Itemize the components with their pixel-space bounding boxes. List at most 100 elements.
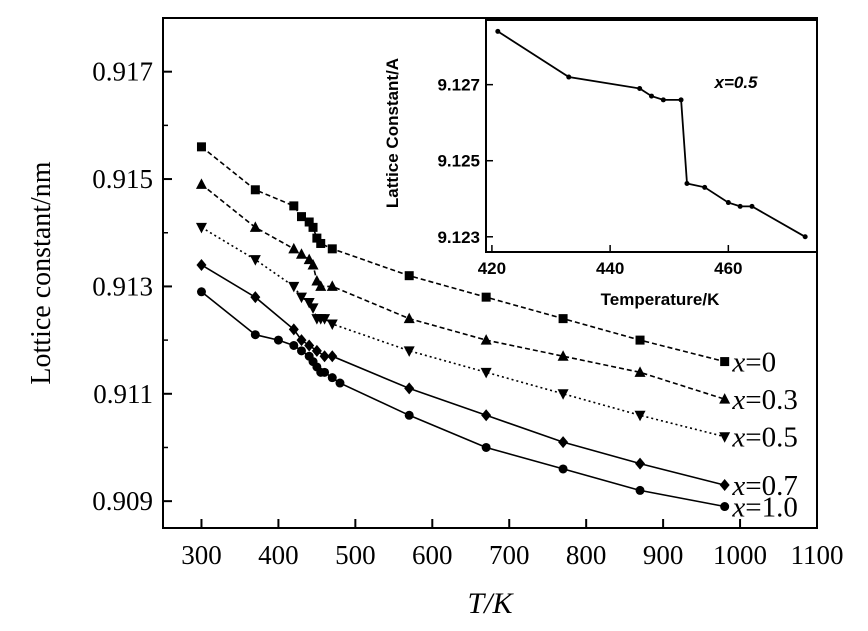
- data-point: [316, 238, 326, 248]
- data-point: [634, 366, 646, 377]
- inset-y-tick-label: 9.125: [437, 152, 480, 171]
- x-tick-label: 800: [566, 540, 607, 570]
- data-point: [326, 280, 338, 291]
- y-tick-label: 0.917: [92, 57, 153, 87]
- inset-data-point: [802, 234, 808, 240]
- data-point: [557, 350, 569, 361]
- data-point: [288, 323, 299, 336]
- data-point: [335, 378, 345, 388]
- x-tick-label: 500: [335, 540, 376, 570]
- x-tick-label: 300: [181, 540, 222, 570]
- data-point: [288, 281, 300, 293]
- data-point: [404, 271, 414, 281]
- inset-data-point: [725, 200, 731, 206]
- x-tick-label: 400: [258, 540, 299, 570]
- data-point: [295, 292, 307, 304]
- data-point: [720, 502, 730, 512]
- data-point: [320, 367, 330, 377]
- inset-chart: 420 440 460 9.123 9.125 9.127 Lattice Constan…: [383, 19, 818, 309]
- y-tick-label: 0.915: [92, 164, 153, 194]
- y-axis-label: Lottice constant/nm: [26, 161, 57, 384]
- inset-data-point: [660, 97, 666, 103]
- inset-data-point: [702, 184, 708, 190]
- y-tick-label: 0.909: [92, 486, 153, 516]
- data-point: [635, 335, 645, 345]
- inset-data-point: [649, 93, 654, 99]
- inset-data-point: [566, 74, 572, 80]
- inset-y-tick-label: 9.127: [437, 76, 480, 95]
- data-point: [558, 314, 568, 324]
- x-tick-label: 600: [412, 540, 453, 570]
- x-axis-label: T/K: [467, 587, 514, 620]
- inset-x-tick-label: 460: [714, 259, 742, 278]
- data-point: [273, 335, 283, 345]
- data-point: [404, 382, 415, 395]
- data-point: [558, 464, 568, 474]
- data-point: [634, 410, 646, 422]
- data-point: [481, 292, 491, 302]
- x-tick-label: 1100: [791, 540, 844, 570]
- data-point: [720, 357, 730, 367]
- data-point: [311, 344, 322, 357]
- data-point: [480, 367, 492, 379]
- data-point: [327, 244, 337, 254]
- inset-data-point: [495, 28, 501, 34]
- data-point: [319, 350, 330, 363]
- data-point: [480, 334, 492, 345]
- data-point: [195, 222, 207, 234]
- series-x=0.7: [196, 258, 730, 492]
- data-point: [289, 340, 299, 350]
- data-point: [403, 312, 415, 324]
- data-point: [196, 142, 206, 152]
- data-point: [307, 258, 319, 270]
- data-point: [303, 298, 315, 309]
- series-label: x=0.5: [731, 422, 797, 454]
- series-x=0.5: [195, 222, 731, 443]
- inset-annotation: x=0.5: [713, 73, 758, 92]
- data-point: [304, 217, 314, 227]
- x-tick-label: 700: [489, 540, 530, 570]
- data-point: [312, 233, 322, 243]
- data-point: [719, 393, 731, 404]
- data-point: [404, 410, 414, 420]
- data-point: [327, 350, 338, 363]
- data-point: [315, 280, 327, 291]
- series-labels-group: x=0 x=0.3 x=0.5 x=0.7x=1.0: [731, 347, 797, 524]
- data-point: [196, 287, 206, 297]
- inset-x-tick-label: 440: [596, 259, 624, 278]
- series-x=0: [196, 142, 730, 367]
- series-label: x=0.7: [731, 470, 797, 502]
- inset-x-axis-label: Temperature/K: [601, 290, 720, 309]
- data-point: [557, 389, 569, 400]
- x-tick-label: 900: [643, 540, 684, 570]
- data-point: [326, 319, 338, 330]
- data-point: [327, 373, 337, 383]
- inset-x-tick-label: 420: [478, 259, 506, 278]
- data-point: [289, 201, 299, 211]
- series-x=1.0: [196, 287, 730, 512]
- series-x=0.3: [195, 178, 731, 404]
- y-tick-label: 0.913: [92, 271, 153, 301]
- data-point: [719, 432, 731, 443]
- series-label: x=0.3: [731, 384, 797, 416]
- data-point: [635, 485, 645, 495]
- inset-data-point: [684, 181, 690, 187]
- data-point: [635, 457, 646, 470]
- data-point: [195, 178, 207, 189]
- data-point: [307, 303, 319, 314]
- data-point: [304, 339, 315, 352]
- inset-data-point: [678, 97, 684, 103]
- inset-series-group: [495, 28, 808, 240]
- main-series-group: [195, 142, 731, 512]
- data-point: [481, 442, 491, 452]
- data-point: [250, 291, 261, 304]
- data-point: [250, 185, 260, 195]
- data-point: [250, 330, 260, 340]
- data-point: [296, 334, 307, 347]
- data-point: [719, 479, 730, 492]
- plot-frame: [162, 17, 818, 529]
- data-point: [296, 346, 306, 356]
- data-point: [296, 212, 306, 222]
- data-point: [403, 346, 415, 357]
